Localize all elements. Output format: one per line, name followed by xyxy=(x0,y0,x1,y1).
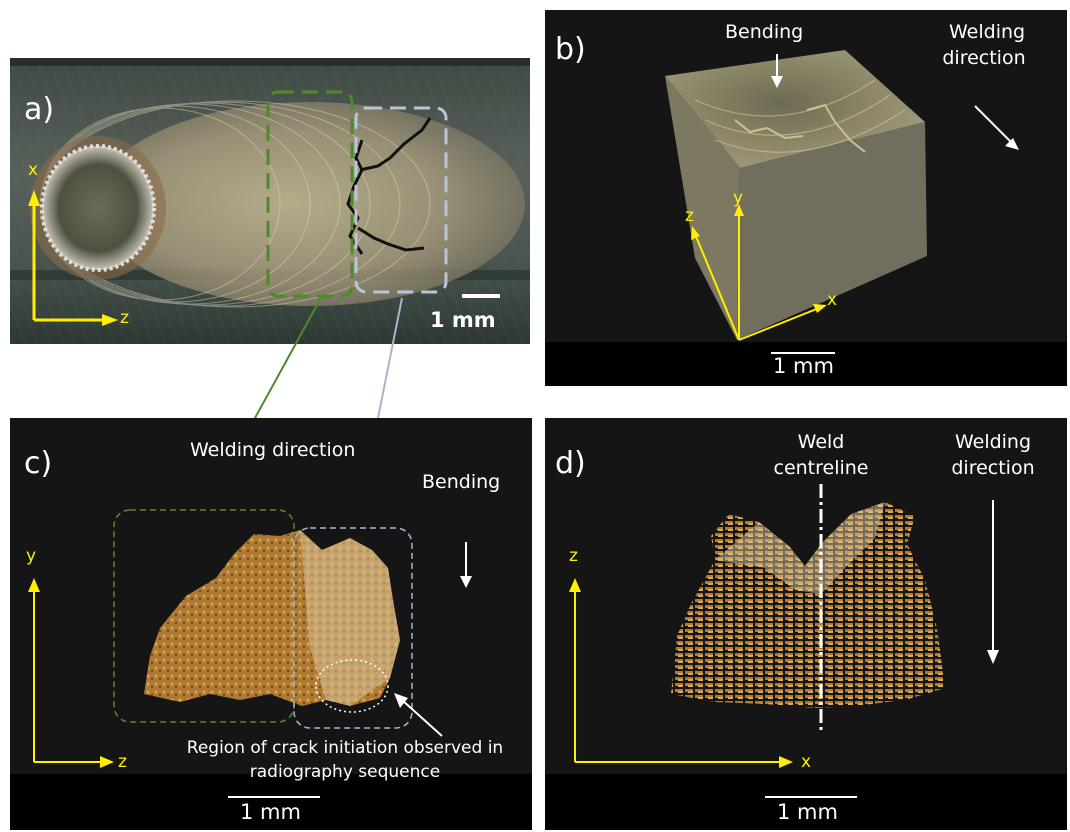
panel-d-crack-xz: d) Weld centreline Welding direction z x… xyxy=(545,418,1067,830)
centreline-label-line1: Weld xyxy=(797,431,845,453)
axis-z-arrowhead-d xyxy=(569,578,581,592)
bending-label-c: Bending xyxy=(422,471,501,493)
initiation-note-line1: Region of crack initiation observed in xyxy=(186,738,504,758)
scale-label-a: 1 mm xyxy=(430,308,496,332)
welding-label-b-line1: Welding xyxy=(949,21,1026,43)
panel-b-caption-bar xyxy=(545,342,1067,386)
axis-y-arrowhead-c xyxy=(28,578,40,592)
block-top-face xyxy=(665,50,925,168)
panel-label-a: a) xyxy=(24,92,55,127)
crack-3d-b xyxy=(806,103,866,153)
welding-label-d-line1: Welding xyxy=(954,431,1032,453)
axis-label-z-c: z xyxy=(118,752,127,772)
axis-label-y-c: y xyxy=(26,546,37,566)
initiation-note-line2: radiography sequence xyxy=(249,762,441,782)
welding-arrowhead-d xyxy=(987,650,999,664)
axis-x-arrowhead xyxy=(28,190,40,206)
panel-label-c: c) xyxy=(24,446,53,481)
panel-d-caption-bar xyxy=(545,774,1067,830)
panel-c-crack-yz: c) Welding direction Bending y z Region … xyxy=(10,418,532,830)
panel-a-optical-image: a) x z 1 mm xyxy=(10,58,530,344)
scale-bar-b xyxy=(771,352,835,354)
scale-bar xyxy=(462,294,500,298)
axis-z-line-b xyxy=(694,233,740,341)
panel-a-graphic xyxy=(10,58,530,344)
panel-c-caption-bar xyxy=(10,774,532,830)
bending-arrowhead-c xyxy=(460,576,472,588)
axis-label-z-b: z xyxy=(685,206,694,226)
blue-region-box-c xyxy=(293,527,413,729)
crack-smooth-region-c xyxy=(300,530,400,706)
welding-direction-label-c: Welding direction xyxy=(190,439,356,461)
weld-ripples-3d xyxy=(694,79,906,153)
axis-label-z: z xyxy=(120,308,129,328)
panel-d-graphic xyxy=(545,484,1067,830)
crack-3d-a xyxy=(734,119,804,140)
axis-label-y-b: y xyxy=(733,188,744,208)
welding-arrowhead-b xyxy=(1005,138,1019,150)
axis-y-arrowhead-b xyxy=(734,204,744,216)
axis-z-arrowhead-b xyxy=(691,226,700,240)
axis-z-arrowhead xyxy=(102,314,118,326)
block-front-face xyxy=(737,122,927,340)
crack-lower xyxy=(357,226,425,252)
axis-label-x-b: x xyxy=(827,290,838,310)
centreline-label-line2: centreline xyxy=(773,457,869,479)
keyhole xyxy=(42,146,154,270)
bending-arrowhead xyxy=(771,76,783,88)
welding-arrow-b xyxy=(974,105,1014,145)
axis-label-x-d: x xyxy=(801,752,812,772)
initiation-arrowhead xyxy=(394,693,408,708)
weld-nugget xyxy=(95,102,525,306)
block-left-face xyxy=(665,76,740,340)
scale-label-d: 1 mm xyxy=(777,800,838,824)
panel-b-graphic xyxy=(545,50,1067,386)
scale-label-c: 1 mm xyxy=(240,800,301,824)
crack-upper xyxy=(359,117,432,172)
initiation-arrow xyxy=(401,699,443,737)
welding-label-b-line2: direction xyxy=(942,47,1026,69)
axis-x-line-b xyxy=(738,307,820,341)
welding-label-d-line2: direction xyxy=(951,457,1035,479)
axis-x-arrowhead-d xyxy=(779,756,793,768)
plate-top-edge xyxy=(10,58,530,66)
green-region-box xyxy=(266,90,354,298)
axis-label-z-d: z xyxy=(569,546,578,566)
panel-c-graphic xyxy=(10,509,532,830)
panel-label-b: b) xyxy=(555,32,586,67)
crack-smooth-region-d xyxy=(715,502,885,594)
panel-b-tomography-block: b) Bending Welding direction z y x 1 mm xyxy=(545,10,1067,386)
scale-bar-d xyxy=(765,796,857,798)
axis-x-arrowhead-b xyxy=(813,304,827,313)
bending-label-b: Bending xyxy=(725,21,804,43)
axis-z-arrowhead-c xyxy=(100,756,114,768)
panel-label-d: d) xyxy=(555,446,586,481)
keyhole-edge xyxy=(40,144,156,272)
initiation-ellipse xyxy=(315,659,389,713)
axis-label-x: x xyxy=(28,160,39,180)
scale-label-b: 1 mm xyxy=(773,354,834,378)
blue-region-box xyxy=(354,106,448,294)
crack-surface-d xyxy=(671,502,945,708)
scale-bar-c xyxy=(228,796,320,798)
